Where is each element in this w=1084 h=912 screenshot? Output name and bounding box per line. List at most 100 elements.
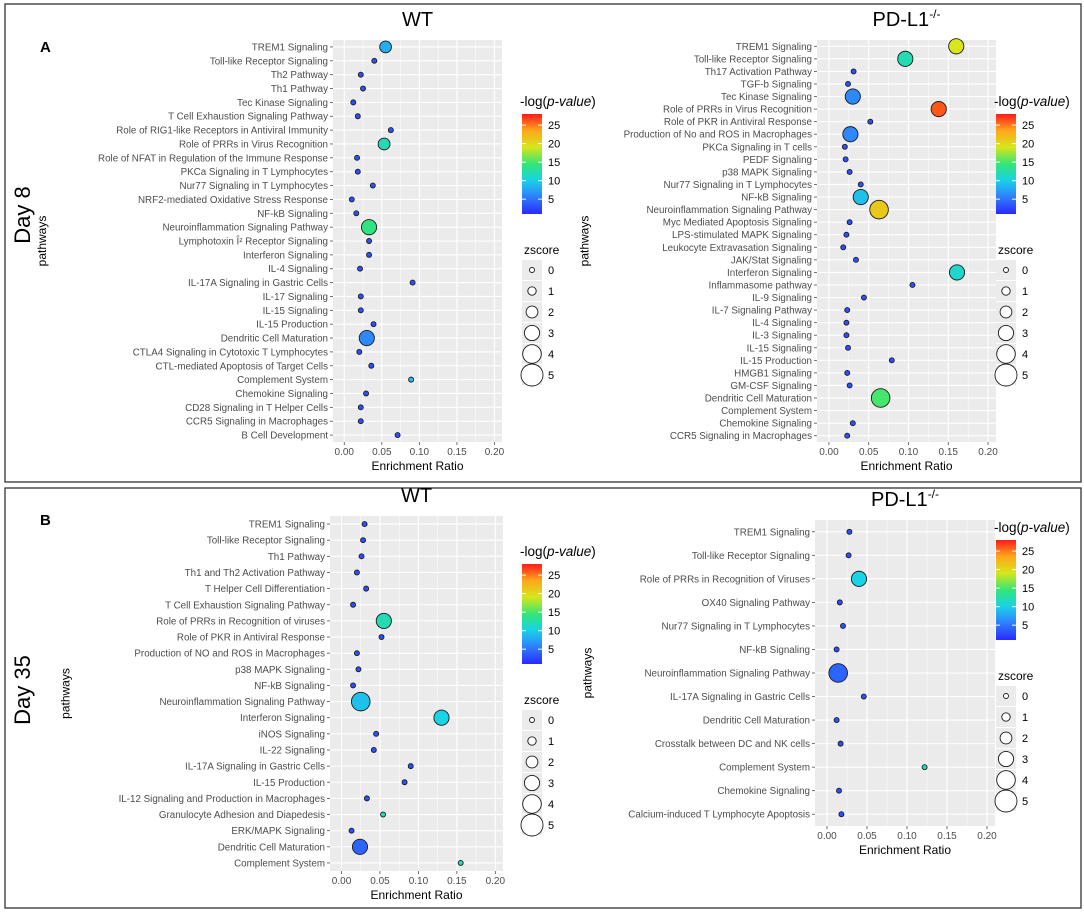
- bubble-point: [845, 552, 852, 559]
- bubble-point: [844, 432, 851, 439]
- y-tick-label: NF-kB Signaling: [741, 193, 812, 204]
- bubble-point: [357, 418, 364, 425]
- color-bar-label: 25: [548, 570, 560, 582]
- x-tick-label: 0.10: [409, 876, 429, 887]
- color-bar-label: 25: [1022, 546, 1034, 558]
- size-legend-circle: [523, 774, 541, 792]
- size-legend-circle: [520, 363, 544, 387]
- y-tick-label: IL-22 Signaling: [260, 745, 325, 756]
- size-legend-circle: [997, 750, 1015, 768]
- y-tick-label: Toll-like Receptor Signaling: [210, 56, 328, 67]
- plot-background: [817, 40, 996, 442]
- y-tick-label: Th17 Activation Pathway: [705, 67, 812, 78]
- bubble-point: [870, 388, 891, 408]
- color-bar-label: 20: [1022, 565, 1034, 577]
- size-legend-label: 4: [1022, 349, 1028, 361]
- bubble-point: [857, 181, 864, 188]
- bubble-point: [845, 81, 851, 87]
- size-legend-title: zscore: [998, 243, 1034, 257]
- y-tick-label: CCR5 Signaling in Macrophages: [186, 417, 328, 428]
- x-tick-label: 0.15: [937, 831, 957, 842]
- y-tick-label: Nur77 Signaling in T Lymphocytes: [662, 621, 811, 632]
- x-tick-label: 0.15: [447, 876, 467, 887]
- color-bar-label: 25: [1022, 120, 1034, 132]
- chart-day8-wt: TREM1 Signaling Toll-like Receptor Signal…: [35, 9, 596, 473]
- bubble-point: [408, 376, 415, 383]
- y-tick-label: Complement System: [721, 406, 812, 417]
- y-tick-label: IL-4 Signaling: [752, 318, 812, 329]
- color-bar-label: 10: [1022, 602, 1034, 614]
- y-tick-label: NRF2-mediated Oxidative Stress Response: [138, 195, 329, 206]
- y-tick-label: TREM1 Signaling: [249, 520, 325, 531]
- chart-title-superscript: -/-: [929, 7, 940, 21]
- y-tick-label: Tec Kinase Signaling: [237, 98, 328, 109]
- y-tick-label: TREM1 Signaling: [734, 527, 810, 538]
- size-legend-circle: [994, 363, 1018, 387]
- bubble-point: [354, 154, 360, 161]
- bubble-point: [370, 321, 377, 328]
- size-legend-circle: [999, 305, 1013, 319]
- bubble-point: [828, 663, 848, 683]
- bubble-point: [433, 709, 450, 726]
- size-legend-label: 0: [548, 265, 554, 277]
- y-tick-label: NF-kB Signaling: [254, 681, 325, 692]
- bubble-point: [844, 307, 851, 314]
- size-legend-circle: [522, 794, 542, 814]
- bubble-point: [457, 859, 464, 866]
- color-legend-title: -log(p-value): [520, 544, 596, 559]
- y-tick-label: Nur77 Signaling in T Lymphocytes: [664, 180, 813, 191]
- y-tick-label: Toll-like Receptor Signaling: [694, 54, 812, 65]
- y-tick-label: Inflammasome pathway: [709, 280, 813, 291]
- size-legend-label: 5: [1022, 370, 1028, 382]
- x-tick-label: 0.15: [447, 447, 467, 458]
- size-legend-label: 3: [1022, 754, 1028, 766]
- bubble-point: [354, 168, 361, 175]
- bubble-point: [369, 182, 376, 189]
- y-tick-label: Complement System: [234, 858, 325, 869]
- bubble-point: [357, 293, 364, 300]
- color-bar-label: 15: [548, 607, 560, 619]
- x-tick-label: 0.00: [817, 831, 837, 842]
- y-tick-label: IL-4 Signaling: [268, 264, 328, 275]
- chart-title: PD-L1-/-: [872, 7, 940, 31]
- size-legend-label: 5: [548, 820, 554, 832]
- size-legend-label: 0: [1022, 691, 1028, 703]
- bubble-point: [897, 50, 914, 67]
- y-tick-label: Th1 Pathway: [271, 84, 328, 95]
- x-tick-label: 0.05: [857, 831, 877, 842]
- y-tick-label: CTL-mediated Apoptosis of Target Cells: [156, 361, 329, 372]
- y-tick-label: Th1 Pathway: [268, 552, 325, 563]
- color-bar-label: 5: [548, 194, 554, 206]
- bubble-point: [357, 265, 363, 272]
- size-legend-circle: [1001, 712, 1011, 722]
- x-tick-label: 0.00: [332, 876, 352, 887]
- x-tick-label: 0.20: [485, 447, 505, 458]
- bubble-point: [378, 634, 385, 640]
- size-legend-label: 1: [1022, 712, 1028, 724]
- x-tick-label: 0.00: [819, 447, 839, 458]
- y-tick-label: Interferon Signaling: [240, 713, 325, 724]
- y-tick-label: Chemokine Signaling: [719, 419, 812, 430]
- bubble-point: [375, 612, 392, 629]
- bubble-point: [373, 730, 380, 737]
- bubble-point: [357, 307, 364, 314]
- y-tick-label: Toll-like Receptor Signaling: [692, 551, 810, 562]
- y-tick-label: IL-17A Signaling in Gastric Cells: [670, 692, 810, 703]
- bubble-point: [869, 199, 889, 220]
- bubble-point: [368, 362, 375, 369]
- y-tick-label: Th2 Pathway: [271, 70, 328, 81]
- y-tick-label: TGF-b Signaling: [741, 79, 812, 90]
- chart-title-superscript: -/-: [928, 487, 939, 501]
- y-tick-label: iNOS Signaling: [259, 729, 325, 740]
- y-tick-label: Tec Kinase Signaling: [721, 92, 812, 103]
- y-tick-label: Production of No and ROS in Macrophages: [624, 130, 813, 141]
- size-legend-label: 1: [548, 286, 554, 298]
- size-legend-circle: [994, 789, 1018, 813]
- y-tick-label: PKCa Signaling in T cells: [702, 142, 812, 153]
- color-bar-label: 5: [1022, 194, 1028, 206]
- y-tick-label: IL-3 Signaling: [752, 331, 812, 342]
- panel-b-letter: B: [40, 512, 51, 529]
- y-tick-label: Role of PRRs in Recognition of Viruses: [640, 574, 810, 585]
- y-tick-label: IL-12 Signaling and Production in Macrop…: [119, 794, 326, 805]
- size-legend-label: 4: [548, 799, 554, 811]
